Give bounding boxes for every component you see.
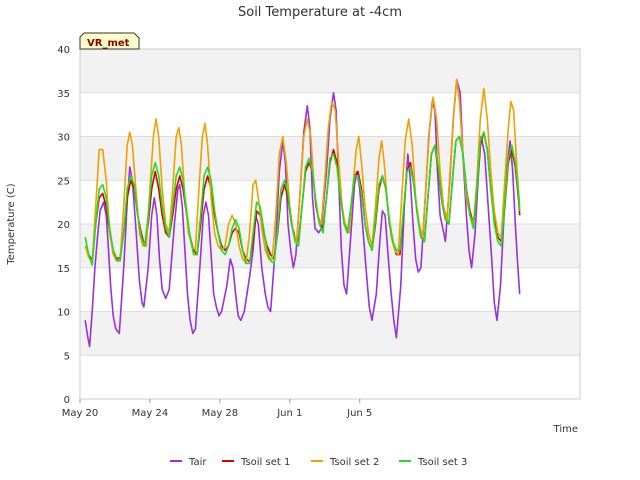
y-tick-label: 30 bbox=[57, 133, 70, 144]
series-layer bbox=[84, 78, 521, 348]
x-tick-label: May 28 bbox=[202, 408, 239, 419]
y-tick-label: 25 bbox=[57, 176, 70, 187]
chart-title: Soil Temperature at -4cm bbox=[238, 5, 402, 20]
series-line-tsoil-set-3 bbox=[84, 131, 521, 266]
site-badge-box bbox=[79, 32, 140, 50]
y-tick-label: 5 bbox=[64, 351, 70, 362]
y-tick-label: 0 bbox=[64, 395, 70, 406]
site-badge-label: VR_met bbox=[87, 38, 130, 49]
background-band bbox=[80, 49, 580, 93]
site-badge: VR_met bbox=[79, 32, 140, 50]
x-tick-label: May 24 bbox=[132, 408, 169, 419]
axis-ticks: 0 5 10 15 20 25 30 35 40 May 20 May 24 May 28 Jun 1 J… bbox=[57, 45, 372, 419]
y-tick-label: 15 bbox=[57, 264, 70, 275]
legend-label: Tsoil set 1 bbox=[240, 457, 290, 468]
y-tick-label: 20 bbox=[57, 220, 70, 231]
legend-label: Tsoil set 2 bbox=[329, 457, 379, 468]
x-tick-label: Jun 5 bbox=[346, 408, 372, 419]
plot-area-frame bbox=[79, 48, 581, 400]
series-line-tsoil-set-2 bbox=[84, 78, 521, 265]
x-tick-label: Jun 1 bbox=[276, 408, 302, 419]
legend-label: Tsoil set 3 bbox=[417, 457, 467, 468]
y-tick-label: 40 bbox=[57, 45, 70, 56]
legend-label: Tair bbox=[188, 457, 207, 468]
x-tick-label: May 20 bbox=[62, 408, 99, 419]
y-tick-label: 10 bbox=[57, 308, 70, 319]
background-band bbox=[80, 311, 580, 356]
x-axis-label: Time bbox=[553, 424, 578, 435]
y-axis-label: Temperature (C) bbox=[6, 183, 17, 265]
background-band bbox=[80, 224, 580, 268]
y-tick-label: 35 bbox=[57, 89, 70, 100]
legend: Tair Tsoil set 1 Tsoil set 2 Tsoil set 3 bbox=[170, 457, 467, 468]
